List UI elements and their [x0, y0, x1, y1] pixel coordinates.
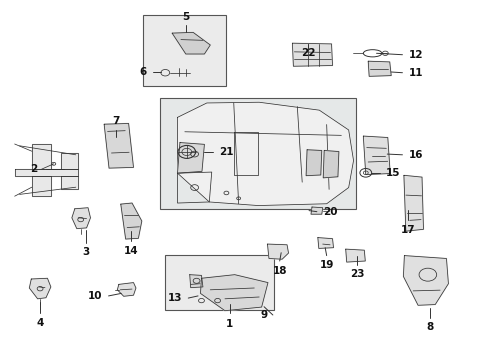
Text: 13: 13: [167, 293, 182, 303]
Polygon shape: [310, 207, 322, 214]
Polygon shape: [172, 32, 210, 54]
Text: 22: 22: [300, 48, 315, 58]
Polygon shape: [403, 175, 423, 231]
Polygon shape: [177, 102, 353, 206]
Polygon shape: [200, 275, 267, 311]
Text: 5: 5: [182, 12, 189, 22]
Text: 7: 7: [112, 116, 120, 126]
Text: 18: 18: [272, 266, 286, 276]
Polygon shape: [363, 136, 389, 175]
Text: 21: 21: [219, 147, 233, 157]
Text: 12: 12: [407, 50, 422, 60]
Polygon shape: [267, 244, 288, 259]
Bar: [165, 255, 273, 310]
Polygon shape: [104, 123, 133, 168]
Text: 4: 4: [36, 318, 44, 328]
Polygon shape: [15, 169, 78, 176]
Text: 14: 14: [123, 246, 138, 256]
Polygon shape: [305, 150, 321, 176]
Text: 19: 19: [319, 260, 333, 270]
Polygon shape: [292, 43, 332, 66]
Text: 17: 17: [400, 225, 415, 235]
Text: 2: 2: [30, 164, 37, 174]
Polygon shape: [29, 278, 51, 299]
Polygon shape: [32, 144, 51, 169]
Text: 23: 23: [349, 269, 364, 279]
Polygon shape: [367, 61, 390, 76]
Polygon shape: [121, 203, 142, 239]
Polygon shape: [117, 283, 136, 296]
Text: 8: 8: [426, 322, 433, 332]
Polygon shape: [61, 153, 78, 169]
Text: 20: 20: [322, 207, 337, 217]
Polygon shape: [189, 275, 203, 288]
Text: 16: 16: [407, 150, 422, 160]
Polygon shape: [177, 143, 204, 173]
Text: 15: 15: [386, 168, 400, 178]
Polygon shape: [61, 176, 78, 189]
Text: 1: 1: [226, 319, 233, 329]
Polygon shape: [317, 238, 333, 248]
Bar: [143, 15, 225, 86]
Text: 9: 9: [260, 310, 267, 320]
Bar: [160, 98, 355, 209]
Polygon shape: [323, 150, 338, 178]
Polygon shape: [72, 208, 90, 229]
Polygon shape: [403, 256, 447, 305]
Text: 3: 3: [82, 247, 89, 257]
Polygon shape: [345, 249, 365, 262]
Polygon shape: [32, 176, 51, 196]
Text: 6: 6: [139, 67, 146, 77]
Text: 11: 11: [407, 68, 422, 78]
Text: 10: 10: [88, 291, 102, 301]
